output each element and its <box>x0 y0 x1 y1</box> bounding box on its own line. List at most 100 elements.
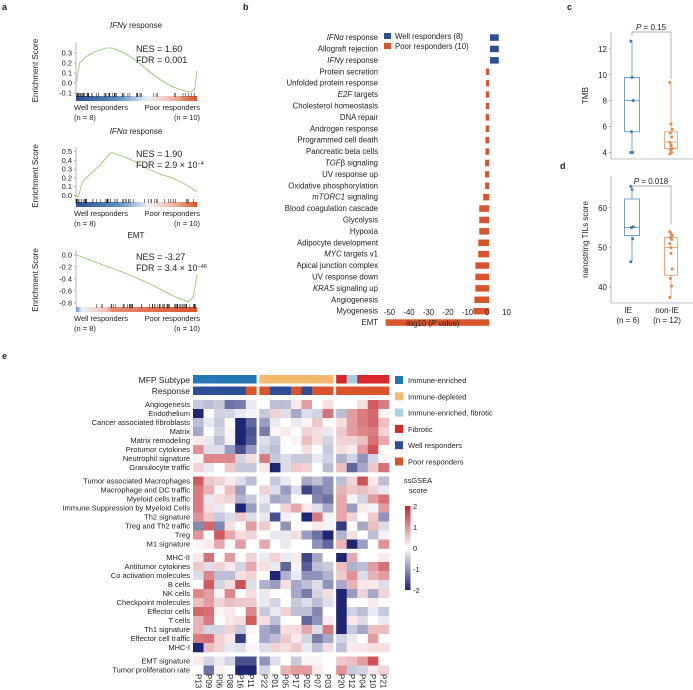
heatmap-cell <box>367 463 379 473</box>
heatmap-cell <box>269 418 281 428</box>
heatmap-cell <box>224 485 236 495</box>
heatmap-cell <box>312 539 323 549</box>
heatmap-cell <box>346 463 358 473</box>
bar <box>479 205 489 212</box>
bar <box>490 57 499 64</box>
heatmap-cell <box>193 634 204 644</box>
heatmap-cell <box>245 589 257 599</box>
heatmap-cell <box>269 580 281 590</box>
heatmap-cell <box>269 562 281 572</box>
heatmap-cell <box>367 485 379 495</box>
panel-label-a: a <box>2 2 8 12</box>
pathway-name: Glycolysis <box>343 216 378 225</box>
heatmap-cell <box>193 616 204 626</box>
heatmap-cell <box>235 503 247 513</box>
heatmap-cell <box>193 463 204 473</box>
heatmap-cell <box>203 539 215 549</box>
heatmap-cell <box>269 494 281 504</box>
heatmap-cell <box>290 521 302 531</box>
heatmap-cell <box>322 436 334 446</box>
heatmap-row-label: Treg <box>175 531 190 540</box>
heatmap-cell <box>378 643 390 653</box>
heatmap-cell <box>269 512 281 522</box>
heatmap-cell <box>224 539 236 549</box>
heatmap-cell <box>203 571 215 581</box>
heatmap-cell <box>336 607 347 617</box>
heatmap-cell <box>269 503 281 513</box>
pathway-label: IFNγ response <box>327 56 378 65</box>
x-tick-label: -20 <box>442 308 454 317</box>
heatmap-cell <box>378 454 390 464</box>
heatmap-cell <box>367 625 379 635</box>
heatmap-cell <box>214 476 225 486</box>
heatmap-cell <box>322 485 334 495</box>
heatmap-cell <box>235 512 247 522</box>
bar <box>485 182 489 189</box>
bar <box>486 68 489 75</box>
heatmap-cell <box>193 512 204 522</box>
heatmap-column-label: P05 <box>281 674 290 689</box>
heatmap-cell <box>357 625 369 635</box>
heatmap-cell <box>280 665 292 675</box>
heatmap-cell <box>224 643 236 653</box>
heatmap-cell <box>346 553 358 563</box>
heatmap-cell <box>245 476 257 486</box>
heatmap-cell <box>290 656 302 666</box>
heatmap-cell <box>357 494 369 504</box>
heatmap-cell <box>224 562 236 572</box>
heatmap-cell <box>245 598 257 608</box>
heatmap-cell <box>290 571 302 581</box>
heatmap-cell <box>346 607 358 617</box>
heatmap-cell <box>322 589 334 599</box>
heatmap-cell <box>203 476 215 486</box>
response-annotation-cell <box>259 386 271 395</box>
heatmap-cell <box>357 553 369 563</box>
heatmap-cell <box>357 400 369 410</box>
bar <box>385 319 489 326</box>
heatmap-cell <box>235 634 247 644</box>
pathway-name: Protein secretion <box>319 67 378 76</box>
heatmap-cell <box>290 607 302 617</box>
response-annotation-cell <box>269 386 281 395</box>
heatmap-row-label: NK cells <box>162 589 190 598</box>
heatmap-cell <box>290 476 302 486</box>
heatmap-cell <box>290 598 302 608</box>
pathway-label: TGFβ signaling <box>325 159 378 168</box>
pathway-name: UV response up <box>322 170 379 179</box>
mfp-annotation-cell <box>367 375 379 384</box>
heatmap-cell <box>280 643 292 653</box>
heatmap-cell <box>280 463 292 473</box>
pathway-name: Adipocyte development <box>297 238 379 247</box>
heatmap-cell <box>193 409 204 419</box>
heatmap-cell <box>301 512 313 522</box>
heatmap-cell <box>235 494 247 504</box>
heatmap-cell <box>312 454 323 464</box>
heatmap-cell <box>322 400 334 410</box>
response-annotation-cell <box>322 386 334 395</box>
mfp-annotation-cell <box>259 375 271 384</box>
heatmap-cell <box>322 553 334 563</box>
heatmap-cell <box>346 643 358 653</box>
group-label: IE <box>624 306 632 315</box>
heatmap-cell <box>280 485 292 495</box>
heatmap-cell <box>322 530 334 540</box>
heatmap-cell <box>269 553 281 563</box>
heatmap-cell <box>203 643 215 653</box>
heatmap-cell <box>259 503 271 513</box>
group-label-poor: Poor responders <box>145 103 201 112</box>
heatmap-cell <box>259 485 271 495</box>
heatmap-cell <box>280 625 292 635</box>
pathway-name: targets <box>352 90 378 99</box>
heatmap-cell <box>280 521 292 531</box>
p-symbol: P <box>636 23 642 32</box>
heatmap-column-label: P01 <box>270 674 279 689</box>
heatmap-cell <box>357 418 369 428</box>
mfp-annotation-cell <box>224 375 236 384</box>
mfp-annotation-cell <box>290 375 302 384</box>
heatmap-cell <box>322 634 334 644</box>
y-axis-label: Enrichment Score <box>31 144 40 208</box>
heatmap-cell <box>203 580 215 590</box>
heatmap-cell <box>378 436 390 446</box>
heatmap-cell <box>378 607 390 617</box>
